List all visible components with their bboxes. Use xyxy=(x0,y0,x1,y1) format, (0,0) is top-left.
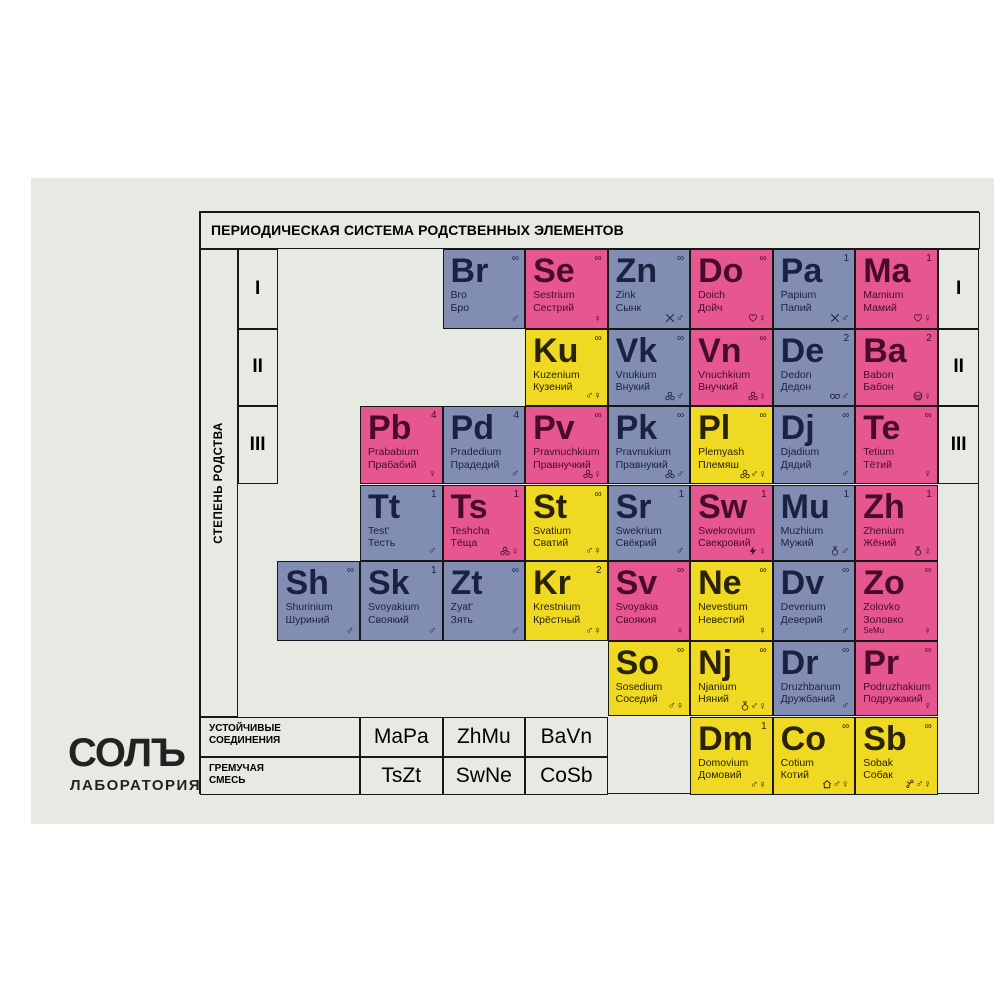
svg-text:СОЛЪ: СОЛЪ xyxy=(68,731,185,775)
svg-text:ЛАБОРАТОРИЯ: ЛАБОРАТОРИЯ xyxy=(70,777,201,794)
